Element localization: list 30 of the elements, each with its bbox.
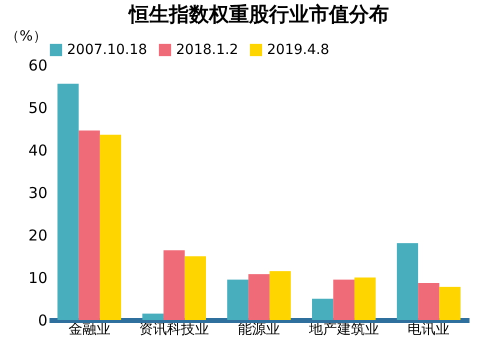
bar [184, 256, 206, 320]
bar [100, 134, 122, 320]
legend-label: 2018.1.2 [176, 42, 238, 58]
y-tick-label: 40 [28, 142, 48, 160]
bar [270, 271, 291, 320]
y-tick-label: 20 [28, 226, 48, 244]
bar [354, 278, 376, 320]
y-axis-title: （%） [6, 28, 47, 44]
y-tick-label: 0 [38, 312, 48, 330]
bar [57, 84, 79, 320]
bar [396, 243, 418, 320]
y-tick-label: 50 [28, 99, 48, 117]
y-tick-label: 10 [28, 269, 48, 287]
x-tick-label: 金融业 [68, 322, 110, 338]
legend-label: 2007.10.18 [67, 42, 148, 58]
bar [142, 314, 164, 320]
y-tick-label: 60 [28, 56, 48, 74]
x-tick-label: 地产建筑业 [308, 322, 379, 338]
y-tick-label: 30 [28, 184, 48, 202]
bar [439, 286, 461, 320]
bar [227, 280, 248, 320]
bar [248, 274, 270, 320]
x-tick-label: 能源业 [238, 322, 280, 338]
bar [312, 298, 334, 320]
bar [418, 283, 440, 320]
legend-label: 2019.4.8 [267, 42, 330, 58]
bar [164, 250, 185, 320]
chart-title: 恒生指数权重股行业市值分布 [127, 2, 389, 26]
bar [333, 280, 354, 320]
bar [78, 130, 100, 320]
